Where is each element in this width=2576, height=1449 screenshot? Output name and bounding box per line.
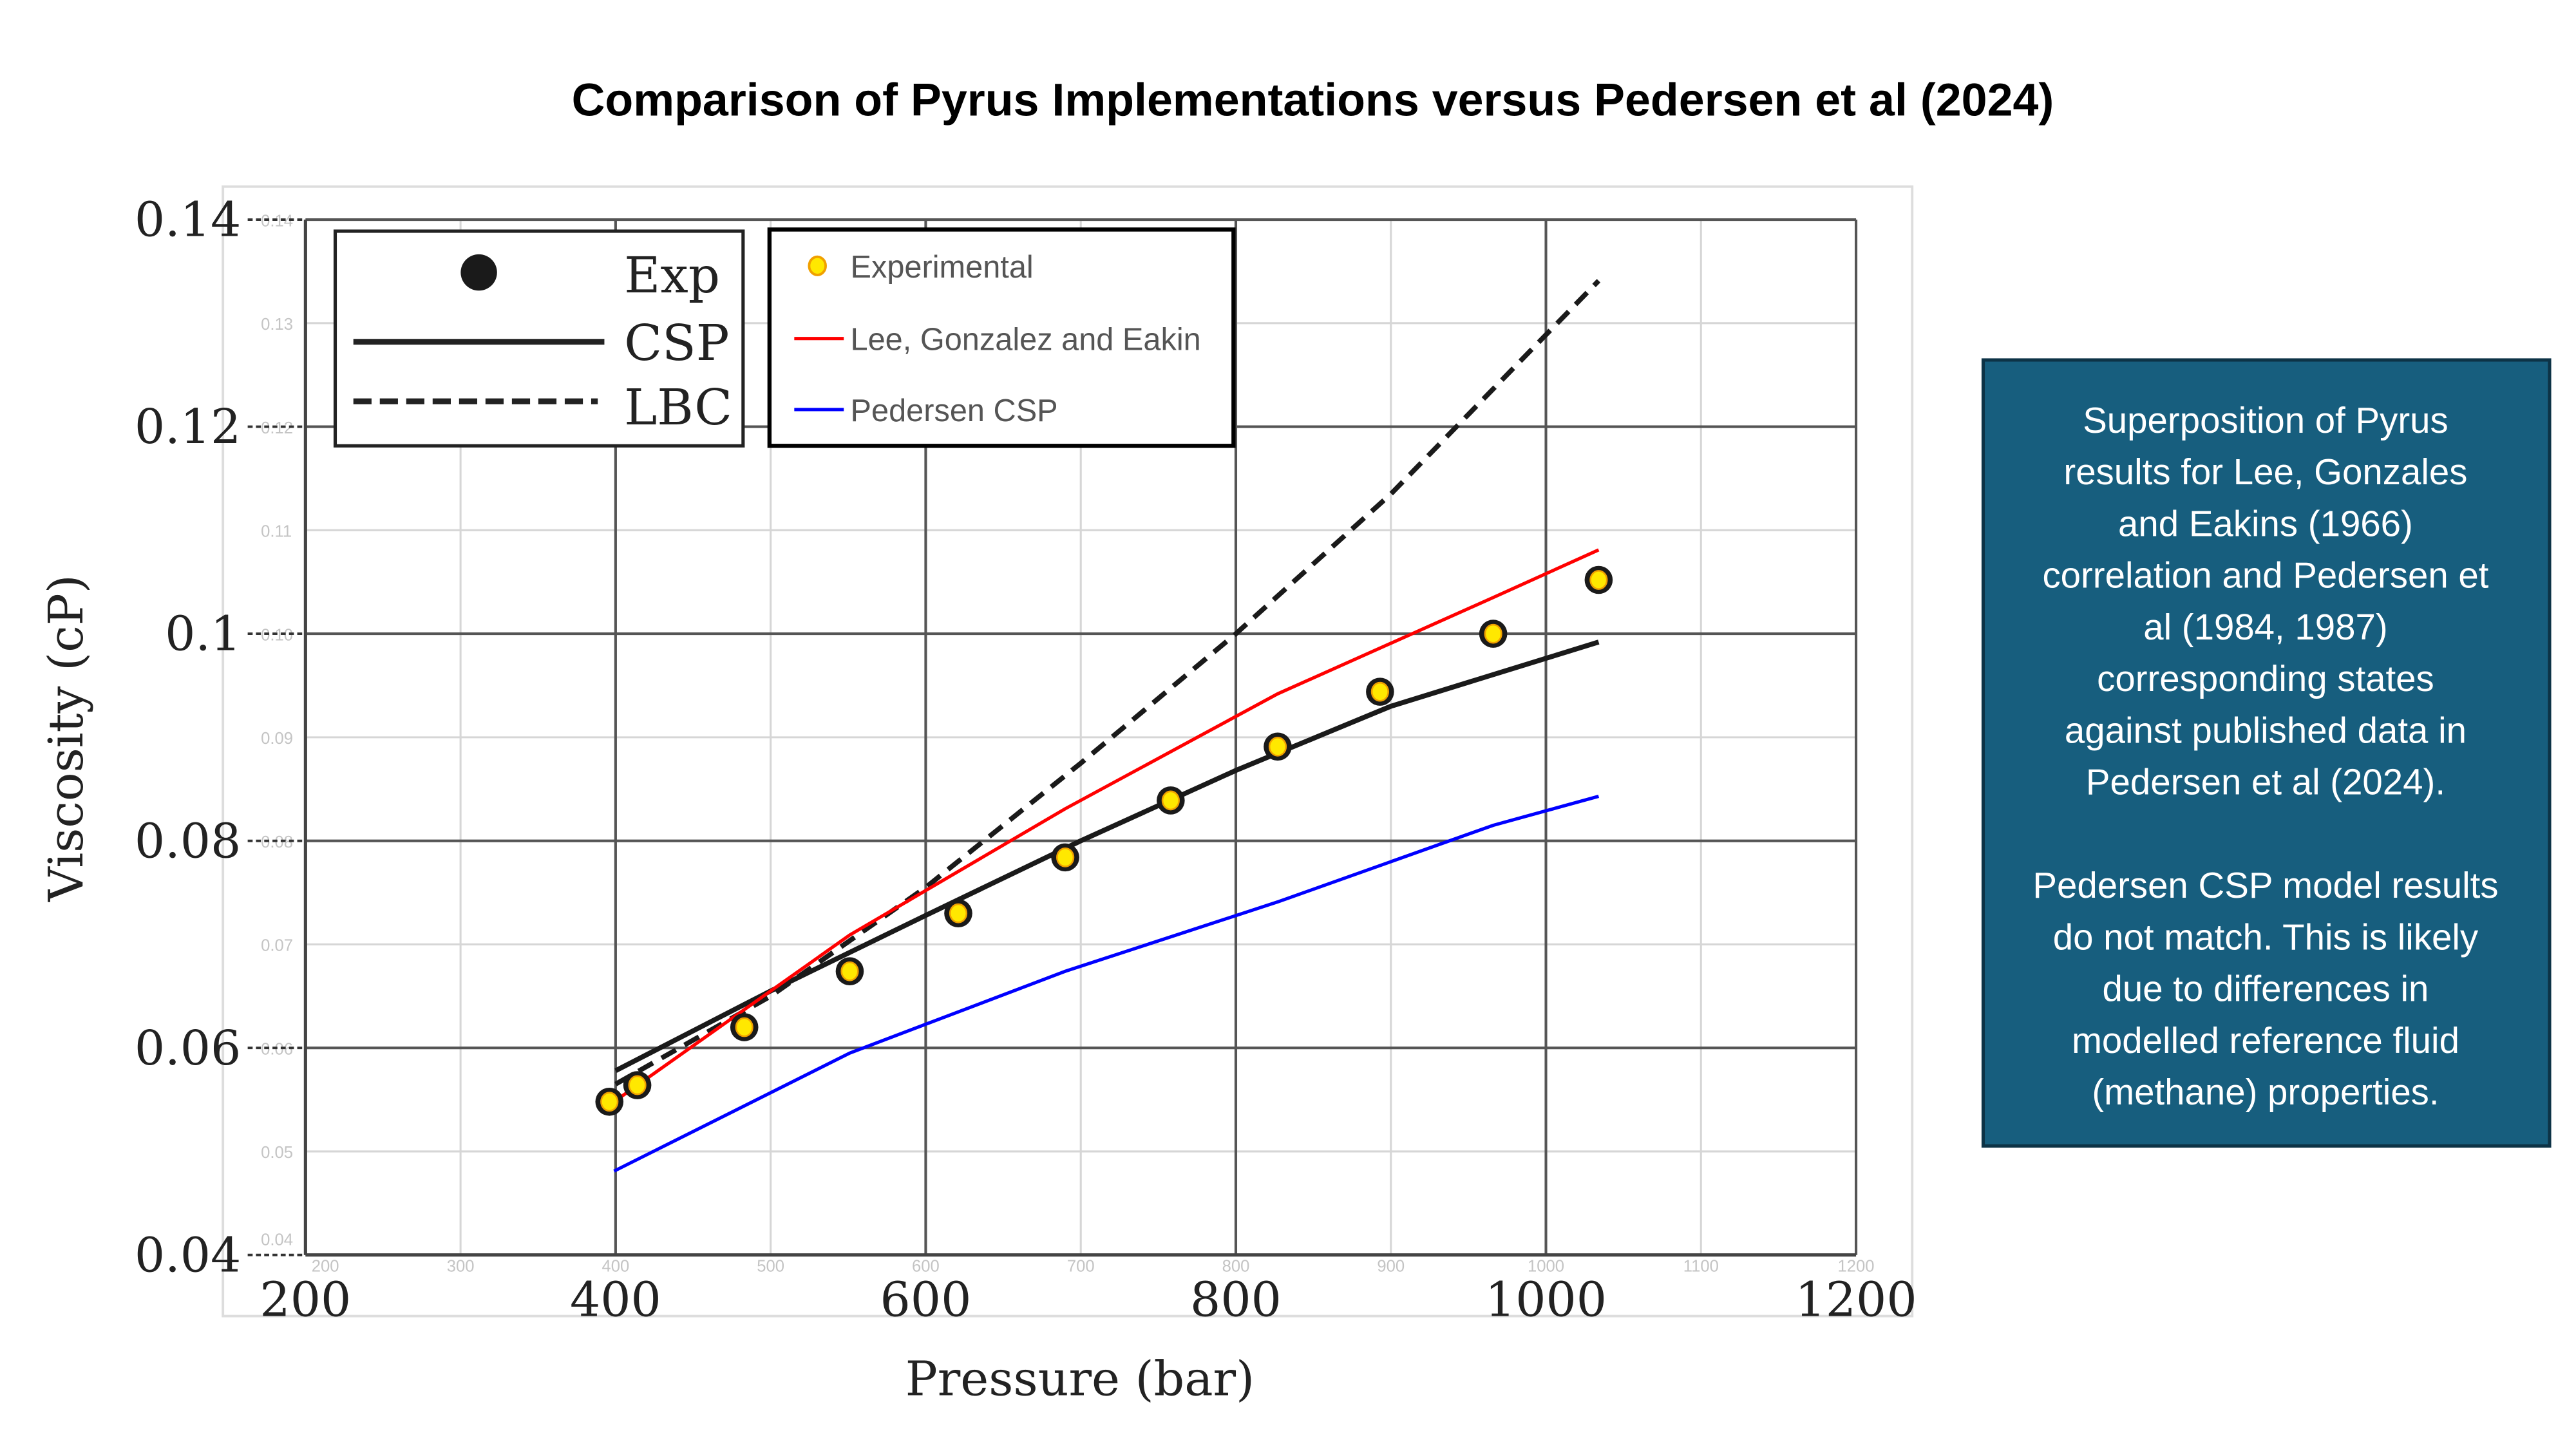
note-line: modelled reference fluid	[2072, 1020, 2459, 1061]
legend-experimental-label: Experimental	[851, 250, 1034, 285]
experimental-point	[1268, 736, 1287, 757]
minor-y-tick-label: 0.14	[261, 212, 293, 230]
legend-experimental-marker	[808, 255, 827, 276]
experimental-point	[628, 1075, 647, 1095]
note-line: al (1984, 1987)	[2143, 607, 2387, 647]
legend-original: Exp CSP LBC	[333, 229, 745, 448]
experimental-point	[1484, 623, 1502, 644]
legend-lbc-label: LBC	[624, 379, 732, 437]
x-tick-label: 1000	[1485, 1272, 1607, 1328]
series-line-lee-gonzalez-and-eakin	[613, 548, 1600, 1103]
y-tick-label: 0.12	[135, 399, 242, 455]
note-line: Pedersen CSP model results	[2032, 865, 2498, 905]
experimental-point	[949, 903, 968, 923]
minor-y-tick-label: 0.10	[261, 626, 293, 644]
experimental-point	[840, 961, 859, 981]
note-line: and Eakins (1966)	[2118, 503, 2413, 544]
y-tick-label: 0.06	[135, 1020, 242, 1076]
legend-exp-label: Exp	[624, 247, 720, 305]
minor-x-tick-label: 500	[757, 1257, 784, 1275]
x-tick-label: 200	[260, 1272, 351, 1328]
experimental-point	[735, 1017, 753, 1037]
minor-y-tick-label: 0.05	[261, 1144, 293, 1162]
note-line: do not match. This is likely	[2053, 916, 2479, 957]
note-line: (methane) properties.	[2092, 1072, 2439, 1112]
y-tick-label: 0.1	[165, 606, 241, 662]
y-tick-label: 0.14	[135, 192, 242, 248]
chart-title: Comparison of Pyrus Implementations vers…	[572, 74, 2054, 126]
x-tick-label: 800	[1190, 1272, 1282, 1328]
axes: 200 300 400 500 600 700 800 900 1000 1100 1200 0.04…	[135, 192, 1917, 1328]
experimental-point	[1370, 681, 1389, 702]
minor-x-tick-label: 400	[602, 1257, 630, 1275]
experimental-point	[600, 1092, 619, 1112]
x-axis-label: Pressure (bar)	[905, 1351, 1255, 1407]
note-line: corresponding states	[2097, 658, 2434, 699]
legend-csp-label: CSP	[624, 315, 729, 372]
experimental-point	[1589, 570, 1608, 590]
minor-x-tick-label: 1100	[1683, 1257, 1719, 1275]
x-tick-label: 600	[880, 1272, 971, 1328]
minor-y-tick-label: 0.07	[261, 937, 293, 955]
note-line: Superposition of Pyrus	[2083, 400, 2448, 440]
minor-y-tick-label: 0.11	[261, 523, 292, 541]
series-line-lbc	[614, 279, 1601, 1086]
minor-y-tick-label: 0.08	[261, 833, 293, 851]
legend-exp-marker	[460, 254, 497, 291]
minor-y-tick-label: 0.04	[261, 1231, 293, 1249]
series-layer	[595, 279, 1613, 1173]
minor-y-tick-label: 0.12	[261, 419, 293, 437]
note-line: Pedersen et al (2024).	[2086, 762, 2445, 802]
note-box: Superposition of Pyrus results for Lee, G…	[1981, 358, 2552, 1148]
minor-x-tick-label: 600	[912, 1257, 940, 1275]
minor-y-tick-label: 0.13	[261, 316, 293, 334]
experimental-point	[1161, 790, 1180, 811]
minor-x-tick-label: 300	[447, 1257, 475, 1275]
experimental-point	[1056, 847, 1075, 867]
minor-x-tick-label: 700	[1067, 1257, 1095, 1275]
minor-x-tick-label: 200	[312, 1257, 339, 1275]
y-axis-label: Viscosity (cP)	[38, 574, 94, 902]
x-tick-label: 400	[570, 1272, 661, 1328]
minor-y-tick-label: 0.09	[261, 730, 293, 748]
minor-x-tick-label: 800	[1222, 1257, 1250, 1275]
legend-overlay: Experimental Lee, Gonzalez and Eakin Ped…	[767, 227, 1236, 448]
note-line: against published data in	[2065, 710, 2467, 750]
note-line: due to differences in	[2102, 969, 2429, 1009]
note-line: results for Lee, Gonzales	[2063, 451, 2467, 492]
minor-x-tick-label: 900	[1377, 1257, 1405, 1275]
note-line: correlation and Pedersen et	[2042, 555, 2488, 596]
minor-x-tick-label: 1200	[1838, 1257, 1875, 1275]
x-tick-label: 1200	[1795, 1272, 1917, 1328]
legend-lge-label: Lee, Gonzalez and Eakin	[851, 323, 1201, 357]
minor-x-tick-label: 1000	[1528, 1257, 1564, 1275]
series-line-pedersen-csp	[613, 795, 1600, 1173]
minor-y-tick-label: 0.06	[261, 1040, 293, 1058]
y-tick-label: 0.04	[135, 1227, 242, 1283]
y-tick-label: 0.08	[135, 813, 242, 869]
legend-pedersen-label: Pedersen CSP	[851, 393, 1058, 428]
